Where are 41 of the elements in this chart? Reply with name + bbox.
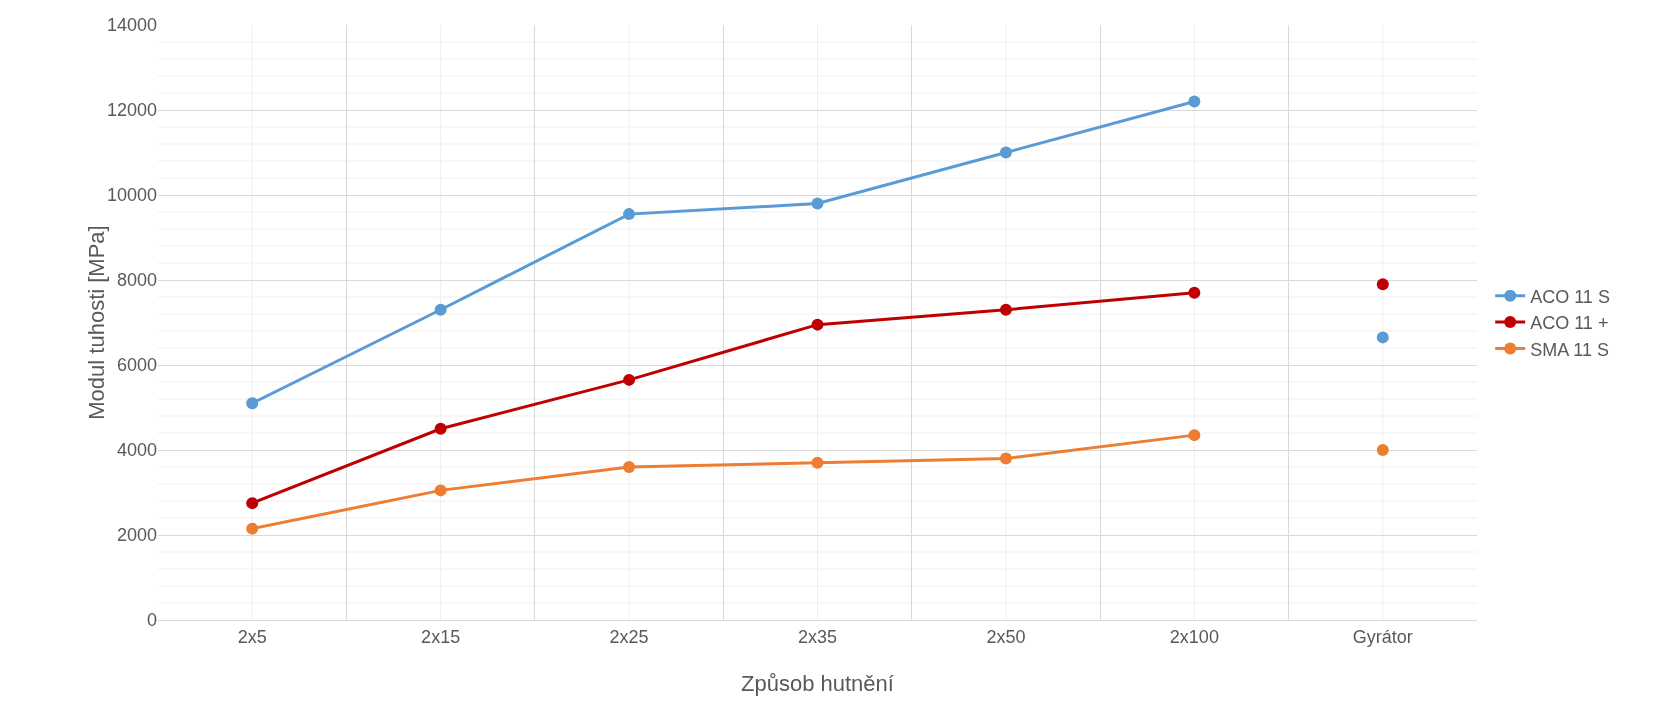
point: [1188, 429, 1201, 442]
y-tick-label: 2000: [116, 525, 157, 546]
point: [1188, 95, 1201, 108]
point: [999, 452, 1012, 465]
point: [246, 497, 259, 510]
point: [1376, 331, 1389, 344]
point: [999, 146, 1012, 159]
point: [1188, 286, 1201, 299]
point: [623, 373, 636, 386]
point: [811, 197, 824, 210]
point: [434, 422, 447, 435]
x-tick-label: 2x25: [609, 626, 649, 647]
point: [1376, 444, 1389, 456]
point: [623, 208, 636, 221]
y-tick-label: 12000: [106, 100, 157, 121]
legend-label: ACO 11 S: [1530, 286, 1610, 307]
point: [246, 522, 259, 535]
y-tick-label: 14000: [106, 15, 157, 36]
point: [1376, 278, 1389, 291]
point: [434, 303, 447, 316]
y-tick-label: 10000: [106, 185, 157, 206]
point: [246, 397, 259, 410]
point: [999, 303, 1012, 316]
x-tick-label: 2x100: [1169, 626, 1219, 647]
y-axis-title: Modul tuhosti [MPa]: [84, 225, 109, 420]
point: [434, 484, 447, 497]
y-tick-label: 6000: [116, 355, 157, 376]
point: [623, 461, 636, 473]
x-axis-title: Způsob hutnění: [741, 671, 894, 697]
legend-label: SMA 11 S: [1530, 339, 1609, 360]
legend-label: ACO 11 +: [1530, 313, 1609, 334]
x-tick-label: Gyrátor: [1352, 626, 1413, 647]
y-tick-label: 0: [146, 610, 157, 631]
point: [811, 318, 824, 331]
x-tick-label: 2x15: [421, 626, 461, 647]
x-tick-label: 2x50: [986, 626, 1026, 647]
x-tick-label: 2x35: [797, 626, 838, 647]
y-tick-label: 8000: [116, 270, 157, 291]
y-tick-label: 4000: [116, 440, 157, 461]
point: [811, 456, 824, 469]
x-tick-label: 2x5: [237, 626, 267, 647]
